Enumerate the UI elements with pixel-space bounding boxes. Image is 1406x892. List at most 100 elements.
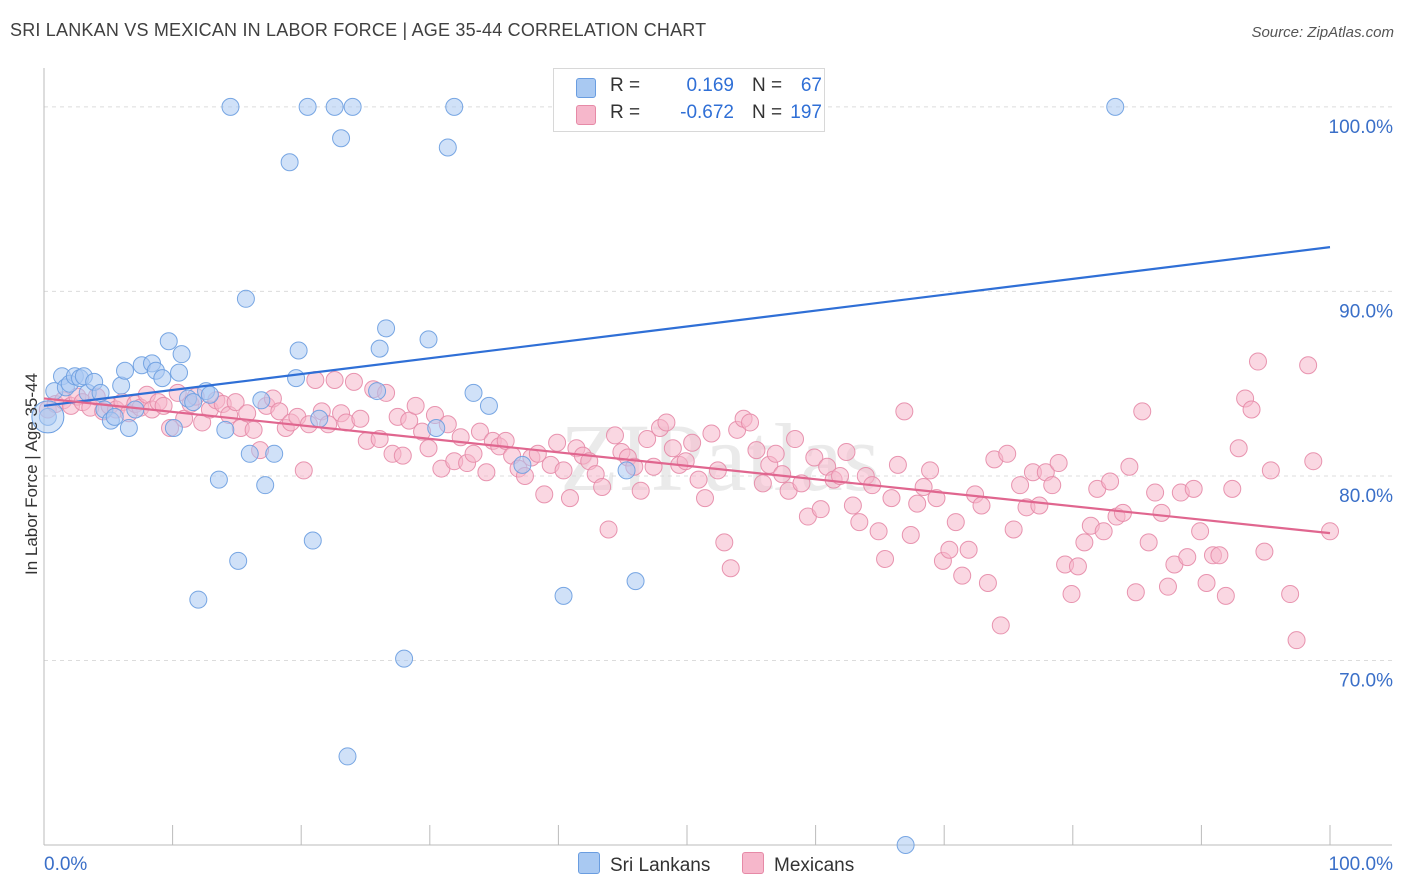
point-sri-lankans xyxy=(221,97,240,116)
point-mexicans xyxy=(638,430,657,449)
point-sri-lankans xyxy=(252,391,271,410)
point-mexicans xyxy=(1197,573,1216,592)
bottom-legend-label-mexicans: Mexicans xyxy=(774,855,855,876)
point-mexicans xyxy=(1139,533,1158,552)
point-sri-lankans xyxy=(395,649,414,668)
point-sri-lankans xyxy=(289,341,308,360)
point-mexicans xyxy=(599,520,618,539)
point-mexicans xyxy=(843,496,862,515)
point-sri-lankans xyxy=(229,551,248,570)
grid-lines xyxy=(44,106,1392,661)
point-mexicans xyxy=(560,489,579,508)
trend-line-sri-lankans xyxy=(43,246,1331,407)
legend-n-value: 197 xyxy=(790,102,822,123)
legend-swatch-mexicans xyxy=(576,105,596,125)
point-mexicans xyxy=(1075,533,1094,552)
legend-r-label: R = xyxy=(610,75,641,96)
point-mexicans xyxy=(1184,479,1203,498)
axes xyxy=(43,68,1392,846)
point-sri-lankans xyxy=(1106,97,1125,116)
point-mexicans xyxy=(1120,457,1139,476)
point-mexicans xyxy=(998,444,1017,463)
bottom-legend-sri-lankans: Sri Lankans xyxy=(578,852,710,877)
point-sri-lankans xyxy=(200,385,219,404)
point-mexicans xyxy=(837,442,856,461)
point-sri-lankans xyxy=(617,461,636,480)
point-mexicans xyxy=(696,489,715,508)
x-tick-label-left: 0.0% xyxy=(44,854,87,875)
point-sri-lankans xyxy=(310,409,329,428)
point-mexicans xyxy=(1178,548,1197,567)
point-sri-lankans xyxy=(265,444,284,463)
point-sri-lankans xyxy=(119,418,138,437)
point-sri-lankans xyxy=(427,418,446,437)
legend-r-label: R = xyxy=(610,102,641,123)
point-mexicans xyxy=(972,496,991,515)
point-mexicans xyxy=(1011,476,1030,495)
point-mexicans xyxy=(683,433,702,452)
point-mexicans xyxy=(888,455,907,474)
point-mexicans xyxy=(1242,400,1261,419)
point-mexicans xyxy=(1030,496,1049,515)
point-mexicans xyxy=(1146,483,1165,502)
point-sri-lankans xyxy=(256,476,275,495)
x-tick-label-right: 100.0% xyxy=(1329,854,1394,875)
point-mexicans xyxy=(1049,454,1068,473)
y-tick-label: 90.0% xyxy=(1339,301,1393,322)
point-mexicans xyxy=(1158,577,1177,596)
point-mexicans xyxy=(325,371,344,389)
point-mexicans xyxy=(605,426,624,445)
point-sri-lankans xyxy=(236,289,255,308)
point-mexicans xyxy=(721,559,740,578)
point-mexicans xyxy=(631,481,650,500)
point-sri-lankans xyxy=(338,747,357,766)
point-mexicans xyxy=(351,409,370,428)
point-sri-lankans xyxy=(116,361,135,380)
point-mexicans xyxy=(1133,402,1152,421)
point-mexicans xyxy=(908,494,927,513)
point-sri-lankans xyxy=(209,470,228,489)
point-sri-lankans xyxy=(240,444,259,463)
y-tick-label: 100.0% xyxy=(1329,117,1394,138)
point-mexicans xyxy=(1223,479,1242,498)
trend-lines xyxy=(43,246,1331,535)
point-sri-lankans xyxy=(216,420,235,439)
point-mexicans xyxy=(1287,631,1306,650)
legend-n-label: N = xyxy=(752,102,783,123)
point-mexicans xyxy=(959,540,978,559)
point-mexicans xyxy=(1248,352,1267,371)
point-sri-lankans xyxy=(303,531,322,550)
point-mexicans xyxy=(270,402,289,421)
point-mexicans xyxy=(1043,476,1062,495)
point-sri-lankans xyxy=(287,369,306,388)
point-sri-lankans xyxy=(332,129,351,148)
point-sri-lankans xyxy=(419,330,438,349)
point-sri-lankans xyxy=(343,97,362,116)
point-mexicans xyxy=(921,461,940,480)
point-mexicans xyxy=(535,485,554,504)
y-tick-label: 80.0% xyxy=(1339,486,1393,507)
y-axis-label: In Labor Force | Age 35-44 xyxy=(22,373,41,575)
point-mexicans xyxy=(1191,522,1210,541)
point-mexicans xyxy=(464,444,483,463)
point-mexicans xyxy=(927,489,946,508)
point-sri-lankans-large xyxy=(31,400,65,434)
point-sri-lankans xyxy=(170,363,189,382)
point-mexicans xyxy=(1004,520,1023,539)
point-mexicans xyxy=(554,461,573,480)
point-mexicans xyxy=(663,439,682,458)
point-sri-lankans xyxy=(377,319,396,338)
point-sri-lankans xyxy=(112,376,131,395)
point-sri-lankans xyxy=(370,339,389,358)
point-mexicans xyxy=(1101,472,1120,491)
point-sri-lankans xyxy=(368,382,387,401)
point-mexicans xyxy=(805,448,824,467)
point-mexicans xyxy=(978,573,997,592)
trend-line-mexicans xyxy=(43,397,1331,535)
point-mexicans xyxy=(1062,585,1081,604)
point-mexicans xyxy=(238,404,257,423)
point-mexicans xyxy=(477,463,496,482)
point-mexicans xyxy=(1281,585,1300,604)
point-sri-lankans xyxy=(325,97,344,116)
point-mexicans xyxy=(1068,557,1087,576)
